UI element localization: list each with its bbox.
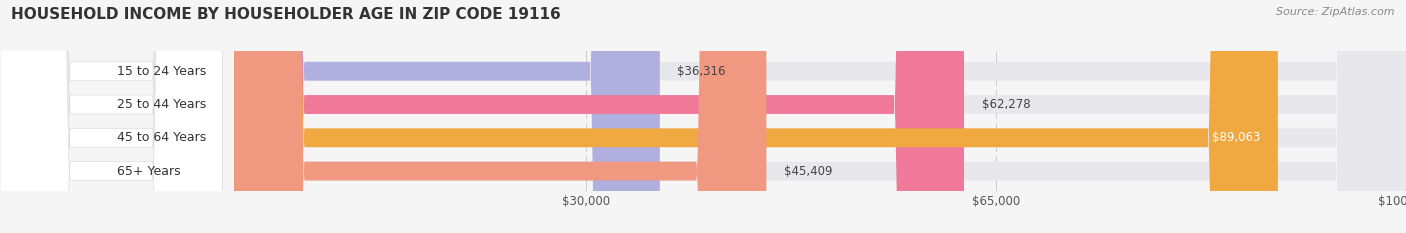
FancyBboxPatch shape bbox=[0, 0, 222, 233]
FancyBboxPatch shape bbox=[235, 0, 1406, 233]
Text: $45,409: $45,409 bbox=[785, 164, 832, 178]
FancyBboxPatch shape bbox=[235, 0, 766, 233]
FancyBboxPatch shape bbox=[235, 0, 1278, 233]
FancyBboxPatch shape bbox=[235, 0, 1406, 233]
FancyBboxPatch shape bbox=[0, 0, 222, 233]
Text: HOUSEHOLD INCOME BY HOUSEHOLDER AGE IN ZIP CODE 19116: HOUSEHOLD INCOME BY HOUSEHOLDER AGE IN Z… bbox=[11, 7, 561, 22]
FancyBboxPatch shape bbox=[0, 0, 222, 233]
FancyBboxPatch shape bbox=[235, 0, 1406, 233]
Text: Source: ZipAtlas.com: Source: ZipAtlas.com bbox=[1277, 7, 1395, 17]
Text: 15 to 24 Years: 15 to 24 Years bbox=[117, 65, 207, 78]
FancyBboxPatch shape bbox=[235, 0, 659, 233]
Text: $62,278: $62,278 bbox=[981, 98, 1031, 111]
Text: $36,316: $36,316 bbox=[678, 65, 725, 78]
Text: 25 to 44 Years: 25 to 44 Years bbox=[117, 98, 207, 111]
FancyBboxPatch shape bbox=[235, 0, 1406, 233]
FancyBboxPatch shape bbox=[0, 0, 222, 233]
Text: $89,063: $89,063 bbox=[1212, 131, 1260, 144]
FancyBboxPatch shape bbox=[235, 0, 965, 233]
Text: 45 to 64 Years: 45 to 64 Years bbox=[117, 131, 207, 144]
Text: 65+ Years: 65+ Years bbox=[117, 164, 181, 178]
